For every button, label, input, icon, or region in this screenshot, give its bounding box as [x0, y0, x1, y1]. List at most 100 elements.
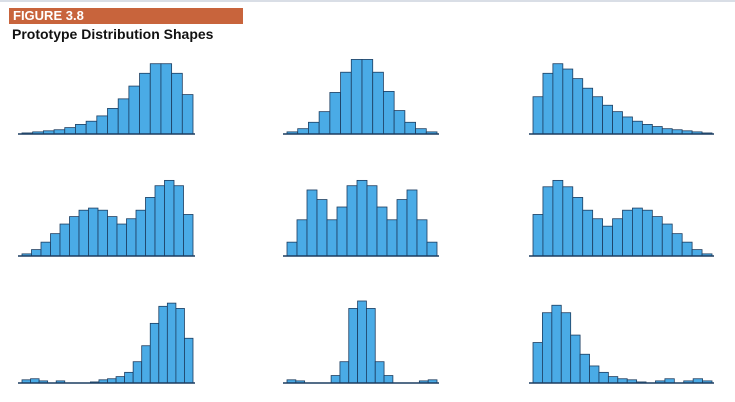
histogram-bar — [306, 189, 318, 257]
histogram-bar — [115, 376, 126, 384]
histogram-bar — [415, 128, 427, 135]
histogram-bar — [175, 308, 185, 384]
histogram-bar — [340, 71, 352, 135]
histogram-bar — [356, 179, 368, 257]
histogram-bar — [126, 218, 137, 257]
histogram-bar — [348, 308, 358, 384]
histogram-bar — [297, 128, 309, 135]
histogram-bar — [589, 365, 600, 384]
histogram-bar — [562, 186, 574, 257]
histogram-1-3 — [529, 63, 714, 135]
histogram-bar — [542, 312, 553, 384]
histogram-bar — [164, 179, 175, 257]
histogram-bar — [602, 225, 613, 257]
histogram-bar — [139, 72, 151, 135]
histogram-bar — [149, 322, 160, 384]
histogram-bar — [350, 59, 363, 135]
histogram-bar — [551, 304, 562, 384]
histogram-bar — [374, 361, 385, 384]
histogram-bar — [582, 87, 594, 135]
histogram-bar — [173, 185, 184, 257]
histogram-bar — [107, 216, 118, 257]
figure-label: FIGURE 3.8 — [9, 8, 243, 24]
histogram-bar — [346, 185, 358, 257]
histogram-2-3 — [529, 179, 714, 257]
histogram-bar — [366, 308, 376, 384]
histogram-bar — [330, 375, 341, 384]
histogram-bar — [183, 214, 194, 257]
histogram-bar — [336, 206, 348, 257]
histogram-bar — [372, 71, 384, 135]
histogram-bar — [632, 207, 643, 257]
histogram-bar — [64, 127, 76, 135]
histogram-bar — [386, 219, 398, 257]
histogram-bar — [612, 111, 623, 135]
histogram-3-2 — [283, 300, 439, 384]
histogram-3-3 — [529, 304, 714, 384]
histogram-bar — [592, 96, 604, 135]
histogram-bar — [85, 120, 98, 135]
histogram-bar — [641, 209, 653, 257]
histogram-bar — [361, 59, 374, 135]
histogram-bar — [117, 98, 130, 135]
histogram-bar — [416, 219, 428, 257]
histogram-bar — [31, 249, 42, 257]
histogram-bar — [181, 94, 194, 135]
histogram-2-2 — [283, 179, 439, 257]
histogram-bar — [632, 120, 643, 135]
histogram-bar — [671, 233, 683, 257]
histogram-bar — [96, 115, 108, 135]
histogram-bar — [88, 207, 99, 257]
histogram-bar — [135, 209, 146, 257]
histogram-bar — [598, 371, 609, 384]
histogram-bar — [570, 334, 581, 384]
histogram-bar — [622, 116, 633, 135]
histogram-bar — [532, 342, 543, 384]
histogram-bar — [158, 305, 168, 384]
histogram-bar — [532, 96, 544, 135]
histogram-bar — [406, 189, 418, 257]
histogram-bar — [308, 121, 320, 135]
histogram-bar — [69, 216, 80, 257]
histogram-bar — [166, 302, 177, 384]
histogram-bar — [562, 68, 574, 135]
histogram-bar — [552, 63, 564, 135]
histogram-bar — [171, 72, 183, 135]
histogram-bar — [602, 104, 613, 135]
histogram-bar — [560, 312, 572, 384]
histogram-bar — [107, 108, 119, 135]
histogram-bar — [572, 78, 584, 135]
histogram-bar — [132, 361, 143, 384]
histogram-3-1 — [18, 302, 195, 384]
histogram-bar — [393, 110, 406, 135]
histogram-bar — [40, 241, 51, 257]
histogram-bar — [426, 241, 438, 257]
histogram-bar — [149, 63, 162, 135]
histogram-bar — [579, 353, 590, 384]
histogram-bar — [59, 223, 70, 257]
top-divider — [0, 0, 735, 2]
histogram-bar — [572, 197, 584, 257]
histogram-bar — [326, 219, 338, 257]
histogram-bar — [124, 371, 134, 384]
histogram-bar — [357, 300, 367, 384]
histogram-bar — [78, 209, 89, 257]
histogram-bar — [691, 249, 703, 257]
histogram-bar — [286, 241, 298, 257]
histogram-1-2 — [283, 59, 439, 135]
histogram-bar — [318, 111, 331, 135]
histogram-bar — [184, 337, 194, 384]
histogram-bar — [75, 124, 87, 135]
histogram-bar — [366, 185, 378, 257]
histogram-bar — [316, 199, 328, 257]
histogram-bar — [651, 126, 663, 135]
histogram-bar — [542, 186, 554, 257]
figure-title: Prototype Distribution Shapes — [12, 26, 214, 42]
histogram-bar — [383, 91, 395, 135]
histogram-bar — [383, 375, 394, 384]
histogram-bar — [622, 209, 633, 257]
histogram-bar — [661, 128, 673, 135]
histogram-bar — [607, 376, 619, 384]
histogram-bar — [396, 199, 408, 257]
